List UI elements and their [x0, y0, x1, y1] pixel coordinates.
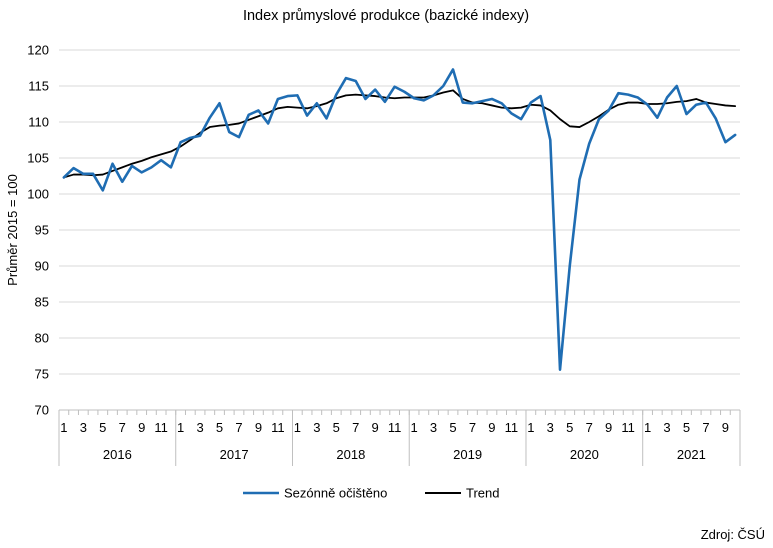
y-tick-105: 105 — [27, 151, 49, 166]
y-tick-85: 85 — [35, 295, 49, 310]
plot-area — [62, 68, 737, 371]
x-tick-month-7: 7 — [702, 420, 709, 435]
legend-label-trend: Trend — [466, 486, 499, 501]
chart-title: Index průmyslové produkce (bazické index… — [243, 8, 529, 24]
x-tick-month-5: 5 — [99, 420, 106, 435]
x-tick-year-2021: 2021 — [677, 447, 706, 462]
x-axis: 1 3 5 7 9 11 1 3 5 7 9 11 1 3 5 7 9 11 1 3 5 7 9 11 1 3 5 7 9 11 1 3 5 7 9… — [58, 409, 741, 466]
x-tick-month-7: 7 — [469, 420, 476, 435]
x-tick-month-5: 5 — [566, 420, 573, 435]
x-tick-month-9: 9 — [372, 420, 379, 435]
x-tick-year-2019: 2019 — [453, 447, 482, 462]
x-tick-month-11: 11 — [505, 420, 519, 435]
x-tick-year-2017: 2017 — [220, 447, 249, 462]
y-tick-95: 95 — [35, 223, 49, 238]
x-tick-month-1: 1 — [644, 420, 651, 435]
x-tick-month-9: 9 — [488, 420, 495, 435]
y-tick-75: 75 — [35, 367, 49, 382]
x-tick-month-3: 3 — [663, 420, 670, 435]
x-tick-month-1: 1 — [177, 420, 184, 435]
x-tick-year-2018: 2018 — [336, 447, 365, 462]
y-tick-110: 110 — [28, 115, 49, 130]
y-tick-115: 115 — [28, 79, 49, 94]
y-tick-70: 70 — [35, 403, 49, 418]
x-tick-month-1: 1 — [294, 420, 301, 435]
x-tick-month-9: 9 — [605, 420, 612, 435]
x-tick-month-11: 11 — [388, 420, 402, 435]
x-tick-month-5: 5 — [683, 420, 690, 435]
x-tick-month-1: 1 — [410, 420, 417, 435]
x-tick-month-1: 1 — [527, 420, 534, 435]
series-line-seasonally-adjusted — [62, 68, 737, 371]
x-tick-month-5: 5 — [333, 420, 340, 435]
x-tick-month-3: 3 — [430, 420, 437, 435]
y-axis-label: Průměr 2015 = 100 — [5, 174, 20, 286]
x-tick-month-3: 3 — [547, 420, 554, 435]
gridlines — [59, 49, 740, 375]
x-tick-month-11: 11 — [154, 420, 168, 435]
y-tick-100: 100 — [27, 187, 49, 202]
legend-label-seasonally-adjusted: Sezónně očištěno — [284, 486, 387, 501]
x-tick-month-3: 3 — [80, 420, 87, 435]
x-tick-month-11: 11 — [271, 420, 285, 435]
x-tick-month-7: 7 — [119, 420, 126, 435]
source-note: Zdroj: ČSÚ — [700, 527, 765, 542]
y-tick-80: 80 — [35, 331, 49, 346]
x-tick-month-3: 3 — [313, 420, 320, 435]
y-tick-120: 120 — [27, 43, 49, 58]
x-tick-month-3: 3 — [196, 420, 203, 435]
x-tick-month-1: 1 — [60, 420, 67, 435]
x-tick-month-5: 5 — [216, 420, 223, 435]
x-tick-month-7: 7 — [352, 420, 359, 435]
x-tick-year-2020: 2020 — [570, 447, 599, 462]
x-tick-month-11: 11 — [621, 420, 635, 435]
x-tick-year-2016: 2016 — [103, 447, 132, 462]
y-tick-labels: 70 75 80 85 90 95 100 105 110 115 120 — [27, 43, 49, 418]
x-tick-month-5: 5 — [449, 420, 456, 435]
x-tick-month-9: 9 — [722, 420, 729, 435]
x-tick-month-7: 7 — [586, 420, 593, 435]
y-tick-90: 90 — [35, 259, 49, 274]
x-tick-month-7: 7 — [235, 420, 242, 435]
x-tick-month-9: 9 — [138, 420, 145, 435]
series-line-trend — [62, 89, 737, 179]
legend: Sezónně očištěno Trend — [243, 486, 499, 501]
x-tick-month-9: 9 — [255, 420, 262, 435]
